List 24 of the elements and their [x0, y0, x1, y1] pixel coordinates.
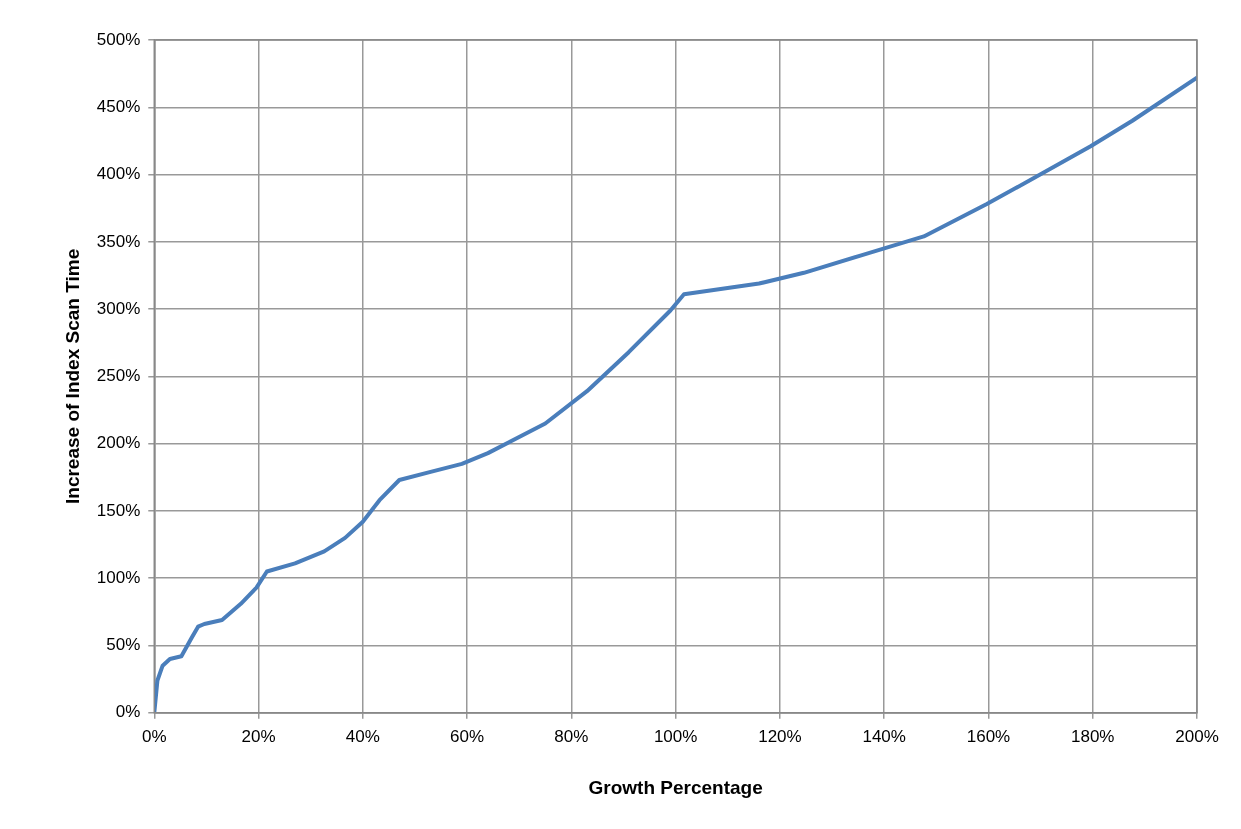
x-tick-label: 160% [966, 726, 1011, 746]
x-tick-label: 140% [862, 726, 906, 746]
x-tick-label: 60% [450, 726, 485, 746]
y-tick-label: 200% [96, 433, 141, 453]
x-tick-label: 200% [1175, 726, 1219, 746]
x-tick-label: 20% [241, 726, 276, 746]
y-tick-label: 450% [96, 96, 141, 116]
y-tick-label: 100% [96, 567, 141, 587]
x-axis-title: Growth Percentage [588, 776, 763, 798]
x-tick-label: 100% [653, 726, 698, 746]
y-tick-label: 500% [96, 29, 141, 49]
y-tick-label: 350% [96, 231, 141, 251]
x-tick-label: 0% [141, 726, 167, 746]
x-tick-label: 80% [554, 726, 589, 746]
x-tick-label: 180% [1070, 726, 1115, 746]
y-tick-label: 50% [106, 635, 141, 655]
y-tick-label: 0% [115, 702, 141, 722]
y-tick-label: 400% [96, 164, 141, 184]
y-tick-label: 150% [96, 500, 141, 520]
y-tick-label: 300% [96, 298, 141, 318]
x-tick-label: 40% [345, 726, 380, 746]
x-tick-label: 120% [758, 726, 802, 746]
y-axis-title: Increase of Index Scan Time [61, 248, 83, 504]
y-tick-label: 250% [96, 366, 141, 386]
